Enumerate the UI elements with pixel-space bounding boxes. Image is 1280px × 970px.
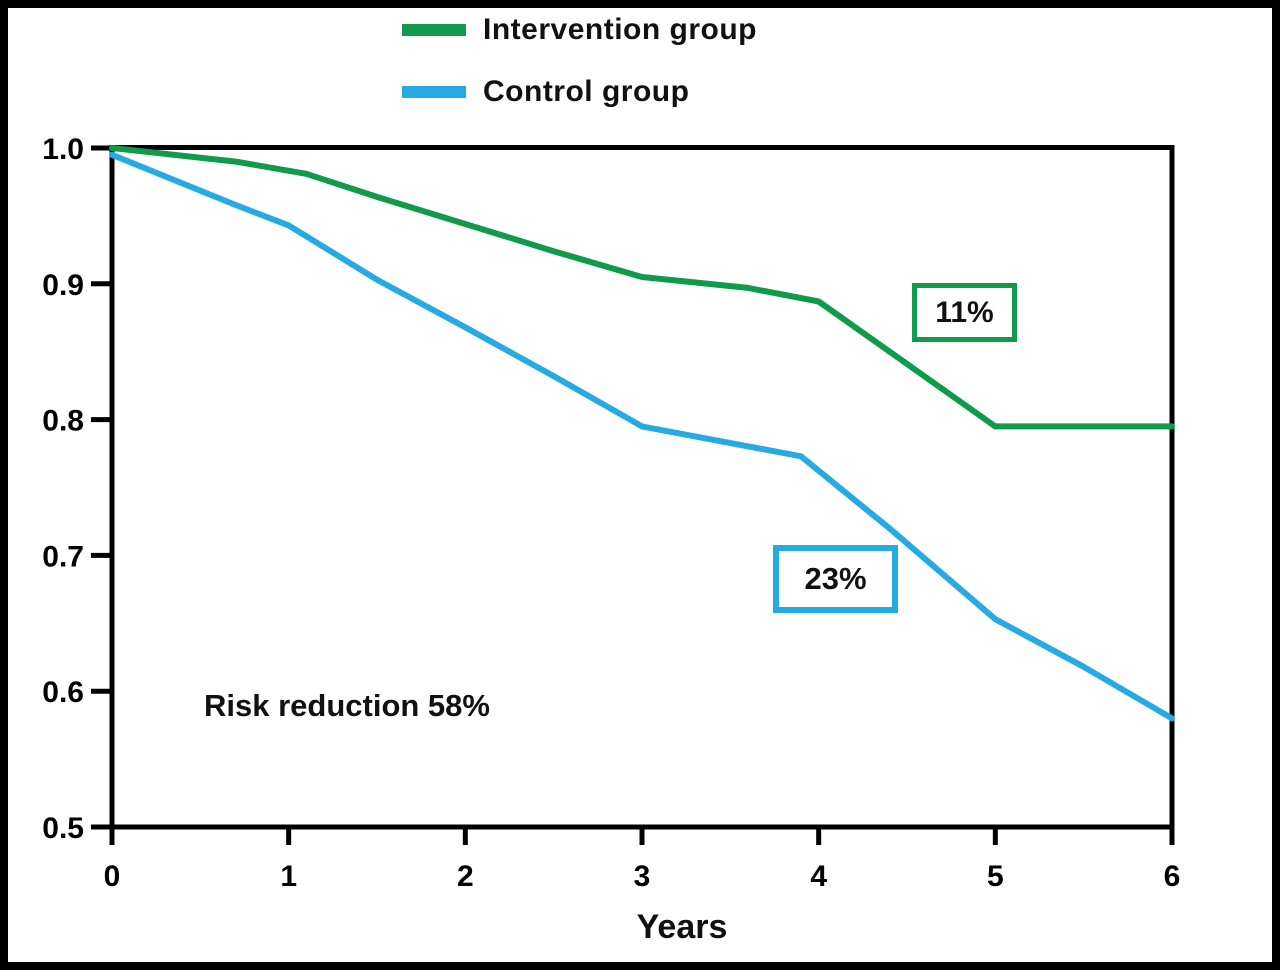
y-tick-label: 1.0 — [42, 133, 84, 166]
control-annotation-label: 23% — [804, 561, 867, 596]
survival-curves — [109, 145, 1175, 722]
control-line-swatch — [402, 86, 466, 98]
x-tick-label: 0 — [104, 860, 121, 893]
y-tick-label: 0.5 — [42, 812, 84, 845]
y-tick-label: 0.9 — [42, 269, 84, 302]
intervention-line-swatch — [402, 24, 466, 36]
x-axis-title: Years — [636, 908, 728, 946]
intervention-annotation-box: 11% — [912, 283, 1017, 342]
x-tick-label: 5 — [987, 860, 1004, 893]
legend-item-intervention: Intervention group — [402, 8, 757, 52]
intervention-curve — [109, 145, 1175, 430]
y-tick-label: 0.7 — [42, 540, 84, 573]
plot-frame — [109, 145, 1175, 830]
intervention-annotation-label: 11% — [935, 295, 994, 329]
x-tick-label: 1 — [280, 860, 297, 893]
x-tick-label: 4 — [810, 860, 827, 893]
x-tick-label: 2 — [457, 860, 474, 893]
legend-label-control: Control group — [483, 75, 690, 108]
y-tick-label: 0.6 — [42, 676, 84, 709]
y-axis-ticks: 1.0 0.9 0.8 0.7 0.6 0.5 — [42, 133, 112, 845]
legend-label-intervention: Intervention group — [483, 13, 757, 46]
y-tick-label: 0.8 — [42, 405, 84, 438]
control-annotation-box: 23% — [773, 545, 898, 613]
control-curve — [109, 151, 1175, 722]
risk-reduction-text: Risk reduction 58% — [204, 688, 490, 723]
x-tick-label: 3 — [634, 860, 651, 893]
legend-item-control: Control group — [402, 70, 689, 114]
x-tick-label: 6 — [1164, 860, 1181, 893]
x-axis-ticks: 0 1 2 3 4 5 6 — [104, 827, 1181, 893]
